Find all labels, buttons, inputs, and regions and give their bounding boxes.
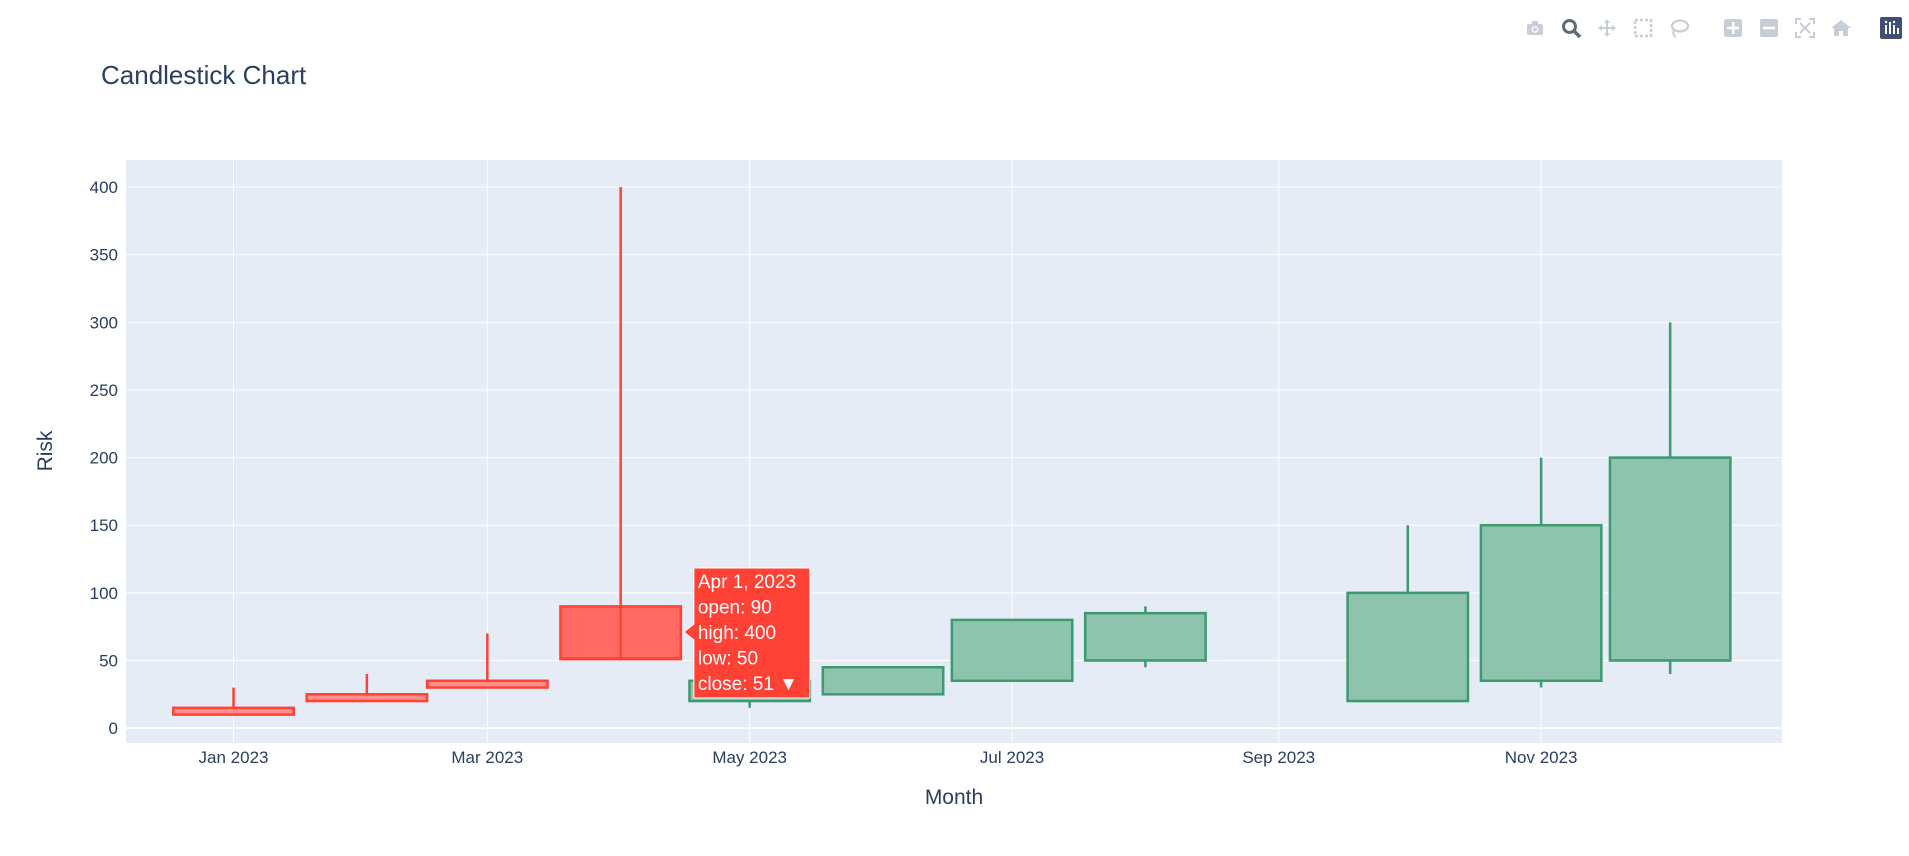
x-axis-ticks: Jan 2023 Mar 2023 May 2023 Jul 2023 Sep 2023… bbox=[199, 748, 1578, 767]
y-tick-label: 100 bbox=[90, 584, 118, 603]
y-tick-label: 50 bbox=[99, 651, 118, 670]
candle-body bbox=[1479, 523, 1603, 683]
zoom-button[interactable] bbox=[1557, 14, 1585, 42]
hover-box bbox=[683, 567, 811, 699]
candle-2023-07-01[interactable] bbox=[950, 618, 1074, 683]
y-axis-title: Risk bbox=[34, 430, 57, 471]
box-select-icon bbox=[1633, 18, 1653, 38]
reset-axes-button[interactable] bbox=[1827, 14, 1855, 42]
y-tick-label: 400 bbox=[90, 178, 118, 197]
candles bbox=[172, 187, 1732, 716]
x-tick-label: Jan 2023 bbox=[199, 748, 269, 767]
y-tick-label: 350 bbox=[90, 246, 118, 265]
x-axis-title: Month bbox=[925, 786, 983, 809]
candle-body bbox=[950, 618, 1074, 683]
y-axis-ticks: 0 50 100 150 200 250 300 350 400 bbox=[90, 178, 118, 738]
x-tick-label: Mar 2023 bbox=[451, 748, 523, 767]
x-tick-label: Jul 2023 bbox=[980, 748, 1044, 767]
box-select-button[interactable] bbox=[1629, 14, 1657, 42]
y-tick-label: 300 bbox=[90, 313, 118, 332]
hover-tooltip: Apr 1, 2023 open: 90 high: 400 low: 50 close… bbox=[683, 567, 811, 699]
y-tick-label: 0 bbox=[109, 719, 118, 738]
pan-button[interactable] bbox=[1593, 14, 1621, 42]
hover-line: open: 90 bbox=[698, 598, 772, 619]
hover-line: close: 51 ▼ bbox=[698, 674, 798, 695]
plotly-logo-button[interactable] bbox=[1877, 14, 1905, 42]
lasso-select-button[interactable] bbox=[1665, 14, 1693, 42]
candle-body bbox=[425, 679, 549, 689]
zoom-icon bbox=[1562, 19, 1582, 39]
candle-body bbox=[1083, 611, 1207, 662]
plotly-logo-icon bbox=[1880, 17, 1902, 39]
camera-icon bbox=[1527, 21, 1543, 35]
zoom-out-icon bbox=[1760, 19, 1778, 37]
hover-line: low: 50 bbox=[698, 649, 758, 670]
candle-2023-02-01[interactable] bbox=[305, 674, 429, 703]
y-tick-label: 150 bbox=[90, 516, 118, 535]
y-tick-label: 250 bbox=[90, 381, 118, 400]
candle-body bbox=[172, 706, 296, 716]
zoom-in-icon bbox=[1724, 19, 1742, 37]
x-tick-label: Nov 2023 bbox=[1505, 748, 1578, 767]
candle-2023-04-01[interactable] bbox=[559, 187, 683, 661]
candle-body bbox=[821, 666, 945, 696]
candle-2023-03-01[interactable] bbox=[425, 633, 549, 689]
pan-icon bbox=[1598, 19, 1616, 37]
reset-axes-icon bbox=[1831, 20, 1851, 36]
candle-body bbox=[1608, 456, 1732, 662]
candle-2023-01-01[interactable] bbox=[172, 687, 296, 716]
chart-title: Candlestick Chart bbox=[101, 60, 307, 90]
autoscale-icon bbox=[1795, 18, 1815, 38]
candle-2023-11-01[interactable] bbox=[1479, 457, 1603, 688]
candle-body bbox=[305, 693, 429, 703]
y-tick-label: 200 bbox=[90, 449, 118, 468]
candle-2023-10-01[interactable] bbox=[1346, 525, 1470, 703]
x-tick-label: May 2023 bbox=[712, 748, 787, 767]
zoom-in-button[interactable] bbox=[1719, 14, 1747, 42]
lasso-select-icon bbox=[1670, 19, 1690, 38]
candle-body bbox=[1346, 591, 1470, 703]
zoom-out-button[interactable] bbox=[1755, 14, 1783, 42]
autoscale-button[interactable] bbox=[1791, 14, 1819, 42]
camera-button[interactable] bbox=[1521, 14, 1549, 42]
candle-2023-06-01[interactable] bbox=[821, 666, 945, 696]
modebar bbox=[1509, 14, 1909, 44]
hover-line: Apr 1, 2023 bbox=[698, 572, 796, 593]
candle-2023-12-01[interactable] bbox=[1608, 322, 1732, 675]
candle-2023-08-01[interactable] bbox=[1083, 606, 1207, 668]
hover-line: high: 400 bbox=[698, 623, 776, 644]
x-tick-label: Sep 2023 bbox=[1242, 748, 1315, 767]
